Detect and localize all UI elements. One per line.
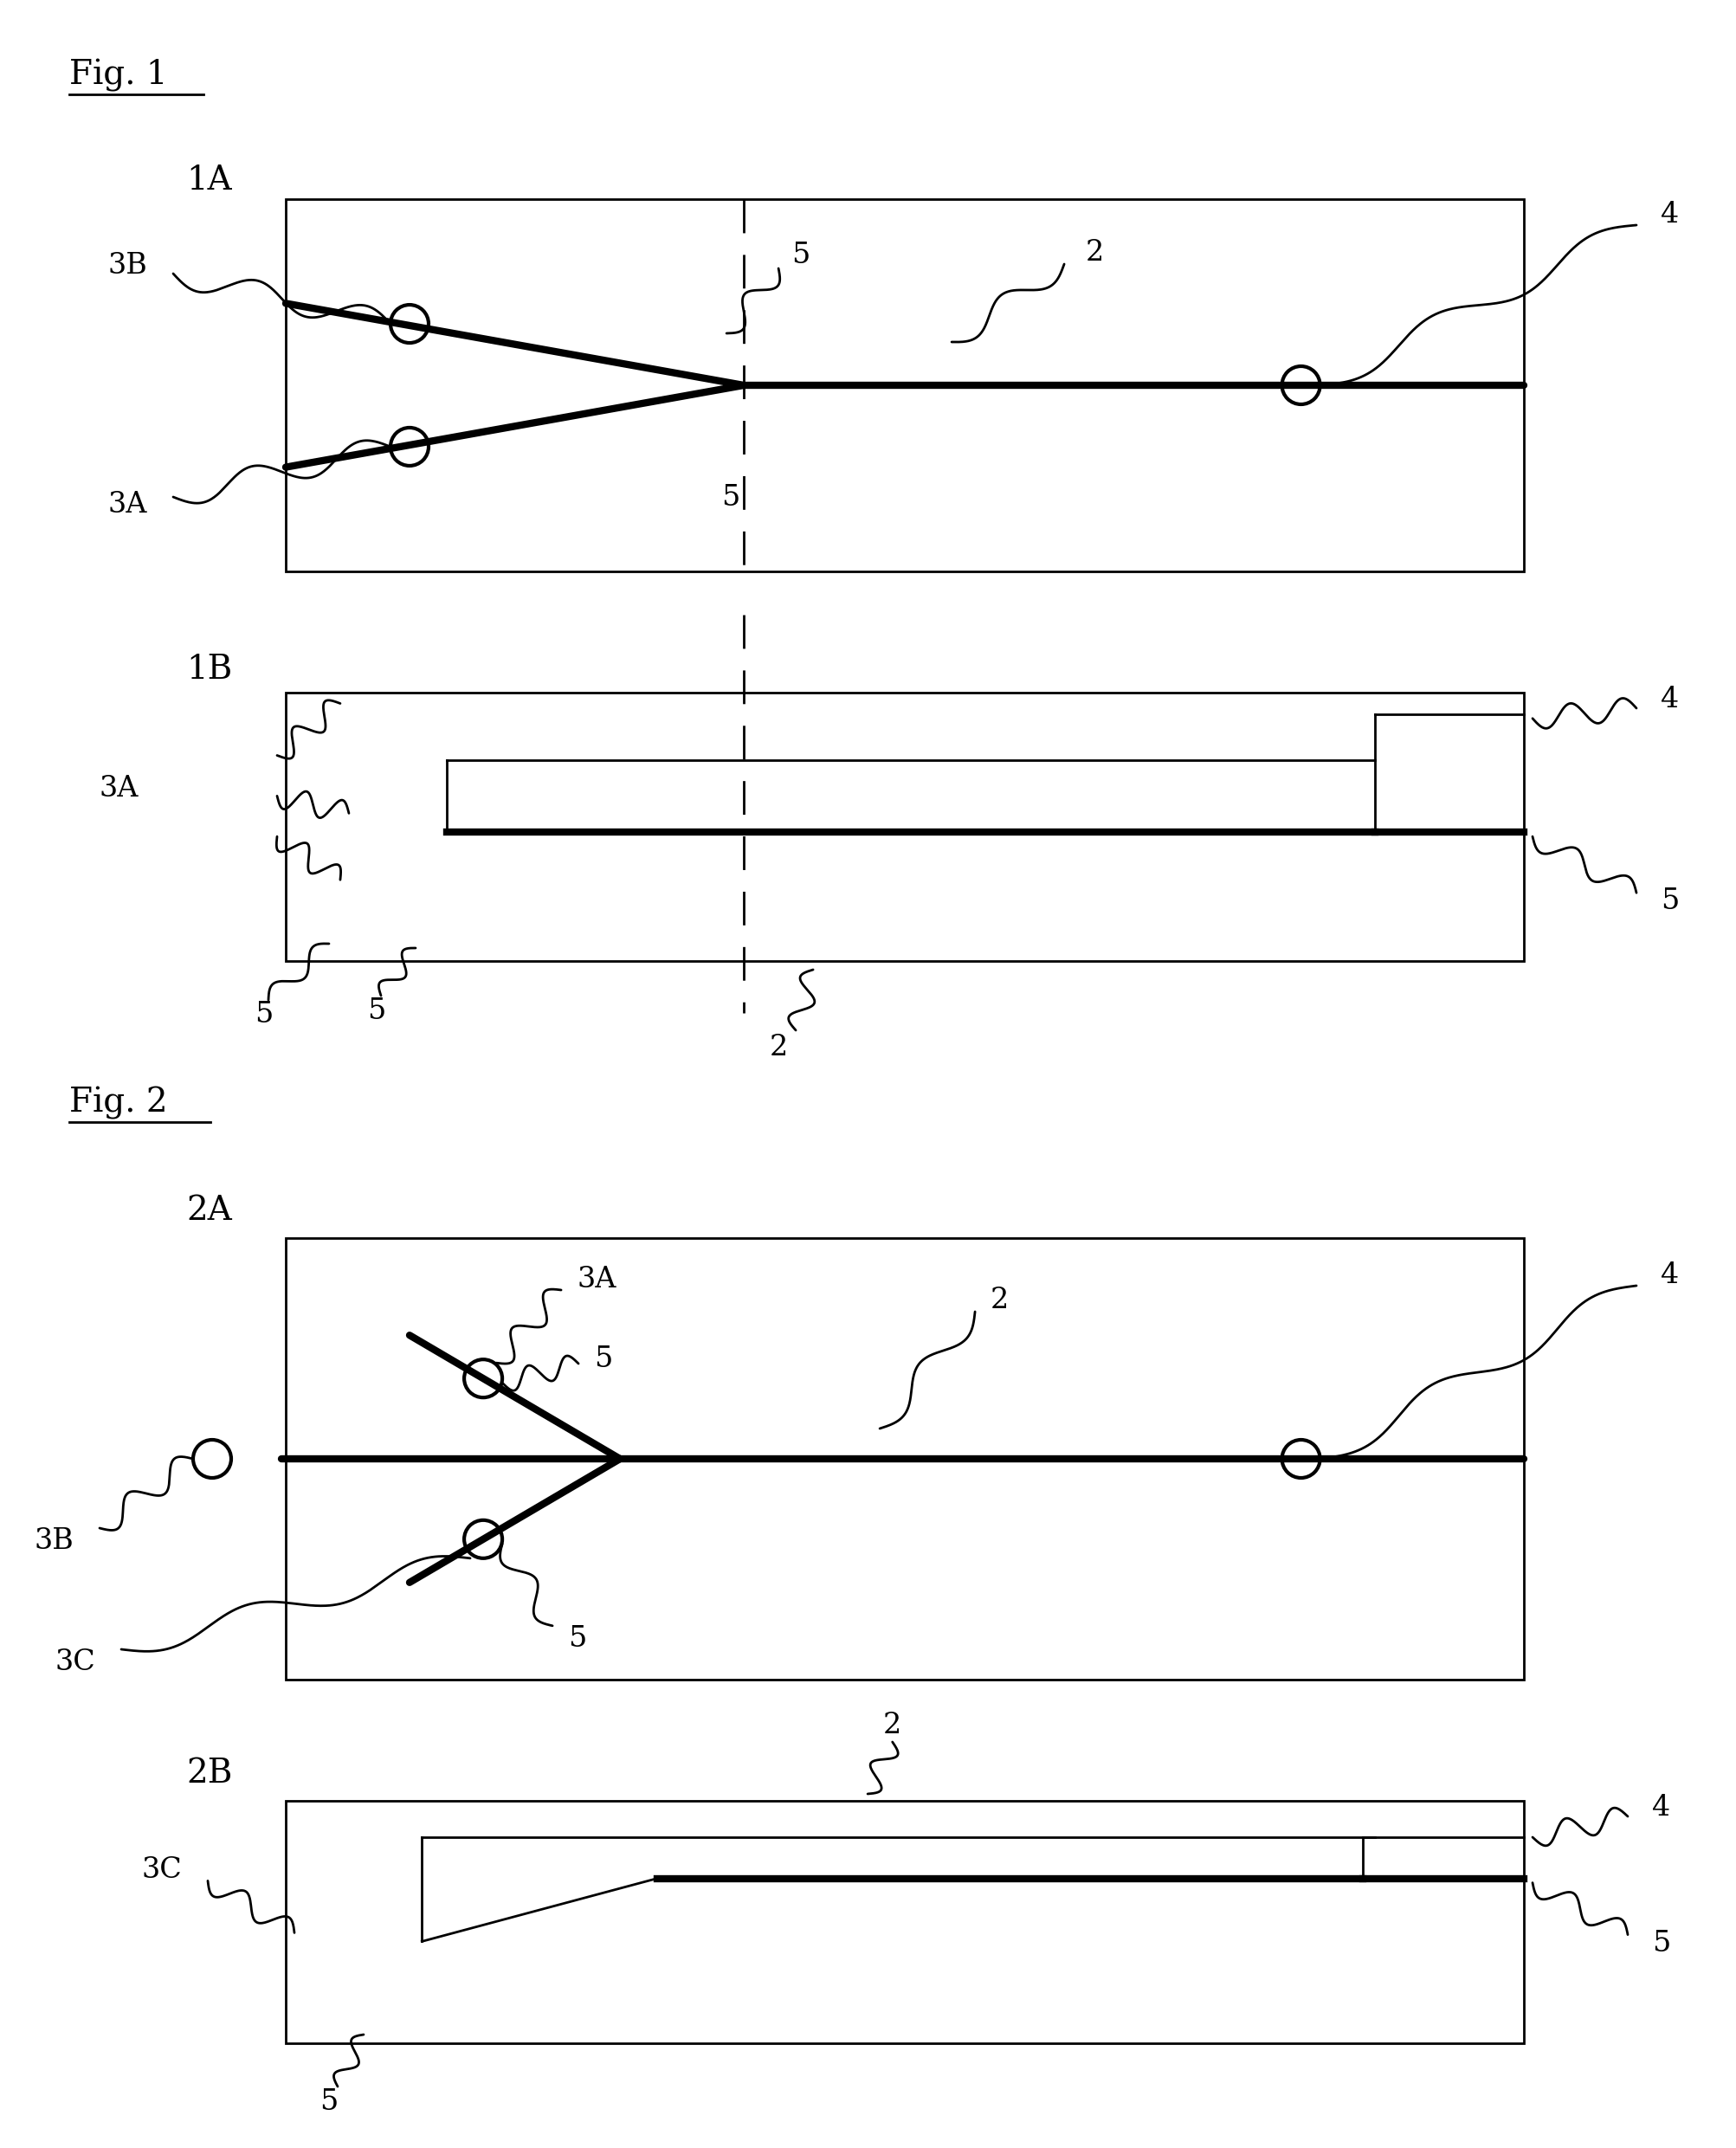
- Text: 2A: 2A: [186, 1194, 233, 1227]
- Text: 2: 2: [1085, 238, 1104, 266]
- Bar: [286, 200, 1524, 571]
- Text: 2: 2: [991, 1287, 1009, 1315]
- Text: 1B: 1B: [186, 653, 233, 685]
- Bar: [286, 1237, 1524, 1680]
- Text: 4: 4: [1661, 685, 1679, 713]
- Text: 1A: 1A: [186, 165, 231, 195]
- Text: 3A: 3A: [108, 490, 148, 518]
- Text: 2: 2: [884, 1712, 901, 1740]
- Text: Fig. 2: Fig. 2: [69, 1087, 168, 1119]
- Bar: [286, 692, 1524, 960]
- Text: 5: 5: [368, 997, 385, 1025]
- Text: 5: 5: [568, 1624, 587, 1652]
- Text: 5: 5: [594, 1345, 613, 1373]
- Text: Fig. 1: Fig. 1: [69, 58, 168, 92]
- Text: 3A: 3A: [99, 775, 139, 803]
- Text: 3C: 3C: [56, 1648, 95, 1675]
- Text: 2: 2: [769, 1033, 788, 1061]
- Text: 3A: 3A: [576, 1265, 616, 1293]
- Text: 5: 5: [1661, 887, 1679, 915]
- Text: 5: 5: [255, 1001, 273, 1029]
- Text: 4: 4: [1653, 1794, 1670, 1822]
- Text: 5: 5: [792, 241, 811, 268]
- Bar: [286, 1800, 1524, 2043]
- Text: 2B: 2B: [186, 1757, 233, 1789]
- Text: 5: 5: [319, 2088, 339, 2116]
- Text: 5: 5: [1653, 1929, 1670, 1957]
- Text: 4: 4: [1661, 1261, 1679, 1289]
- Text: 3B: 3B: [35, 1527, 73, 1555]
- Text: 5: 5: [722, 483, 740, 511]
- Text: 3C: 3C: [141, 1856, 182, 1884]
- Text: 3B: 3B: [108, 251, 148, 279]
- Text: 4: 4: [1661, 202, 1679, 228]
